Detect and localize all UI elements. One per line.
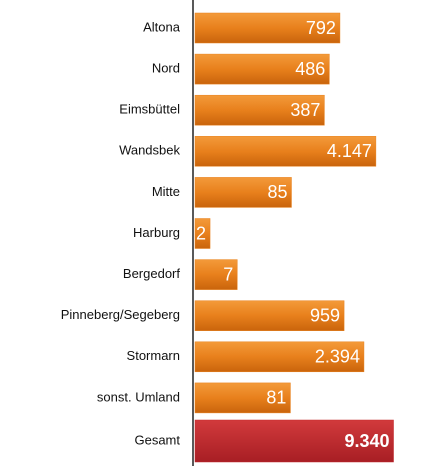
bar	[194, 94, 325, 126]
category-label: Altona	[143, 19, 181, 34]
category-label: Eimsbüttel	[119, 102, 180, 117]
value-label: 2.394	[315, 347, 360, 367]
value-label: 4.147	[327, 141, 372, 161]
bar	[194, 341, 365, 373]
value-label: 2	[196, 223, 206, 243]
bar	[194, 218, 211, 249]
bar	[194, 259, 238, 290]
value-label: 959	[310, 305, 340, 325]
value-label: 9.340	[344, 431, 389, 451]
value-label: 81	[266, 388, 286, 408]
bar	[194, 53, 330, 85]
category-label: Harburg	[133, 225, 180, 240]
bar	[194, 136, 377, 167]
value-label: 792	[306, 18, 336, 38]
category-label: Nord	[152, 61, 180, 76]
category-label: Wandsbek	[119, 143, 180, 158]
category-label: Gesamt	[134, 432, 180, 447]
category-label: Stormarn	[127, 348, 180, 363]
value-label: 486	[295, 59, 325, 79]
value-label: 85	[267, 182, 287, 202]
category-label: Pinneberg/Segeberg	[61, 307, 180, 322]
category-label: sonst. Umland	[97, 389, 180, 404]
bar	[194, 382, 291, 414]
bar	[194, 177, 292, 208]
value-label: 387	[290, 100, 320, 120]
bar	[194, 300, 345, 331]
category-label: Mitte	[152, 184, 180, 199]
bar	[194, 419, 394, 463]
value-label: 7	[223, 264, 233, 284]
bar	[194, 12, 341, 44]
category-label: Bergedorf	[123, 266, 180, 281]
